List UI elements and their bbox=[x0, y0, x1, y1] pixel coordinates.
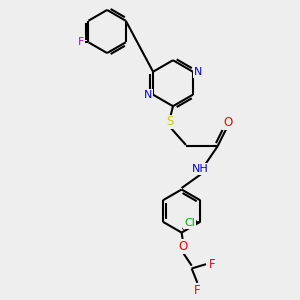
Text: N: N bbox=[144, 90, 152, 100]
Text: F: F bbox=[194, 284, 201, 297]
Text: N: N bbox=[194, 67, 202, 77]
Text: O: O bbox=[223, 116, 232, 129]
Text: NH: NH bbox=[192, 164, 208, 174]
Text: O: O bbox=[178, 240, 188, 254]
Text: S: S bbox=[167, 116, 174, 128]
Text: F: F bbox=[208, 258, 215, 271]
Text: Cl: Cl bbox=[184, 218, 195, 228]
Text: F: F bbox=[78, 37, 85, 47]
